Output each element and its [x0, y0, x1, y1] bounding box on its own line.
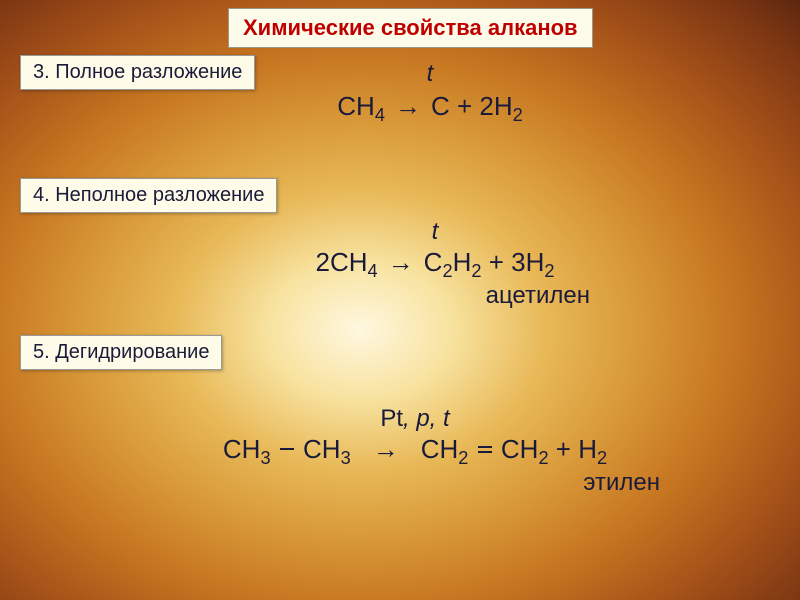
eq1-reaction: CH4 → C + 2H2 — [290, 90, 570, 124]
eq3-sublabel: этилен — [145, 469, 685, 497]
eq3-rhs: CH2 CH2 + H2 — [421, 433, 607, 467]
eq3-lhs: CH3 CH3 — [223, 433, 351, 467]
eq2-condition: t — [260, 218, 610, 246]
eq2-reaction: 2CH4 → C2H2 + 3H2 — [260, 246, 610, 280]
eq2-rhs: C2H2 + 3H2 — [424, 246, 555, 280]
section-3-box: 3. Полное разложение — [20, 55, 255, 90]
section-4-box: 4. Неполное разложение — [20, 178, 277, 213]
eq1-condition: t — [290, 60, 570, 88]
arrow-icon: → — [373, 433, 399, 467]
section-5-box: 5. Дегидрирование — [20, 335, 222, 370]
eq1-lhs: CH4 — [337, 90, 385, 124]
arrow-icon: → — [388, 246, 414, 280]
double-bond-icon — [478, 446, 492, 453]
equation-3: Pt, p, t CH3 CH3 → CH2 CH2 + H2 этилен — [145, 405, 685, 497]
eq1-rhs: C + 2H2 — [431, 90, 523, 124]
arrow-icon: → — [395, 90, 421, 124]
eq2-sublabel: ацетилен — [260, 282, 610, 310]
single-bond-icon — [280, 448, 294, 450]
eq3-condition: Pt, p, t — [145, 405, 685, 433]
eq2-lhs: 2CH4 — [316, 246, 378, 280]
page-title: Химические свойства алканов — [228, 8, 593, 48]
equation-2: t 2CH4 → C2H2 + 3H2 ацетилен — [260, 218, 610, 310]
equation-1: t CH4 → C + 2H2 — [290, 60, 570, 124]
eq3-reaction: CH3 CH3 → CH2 CH2 + H2 — [145, 433, 685, 467]
